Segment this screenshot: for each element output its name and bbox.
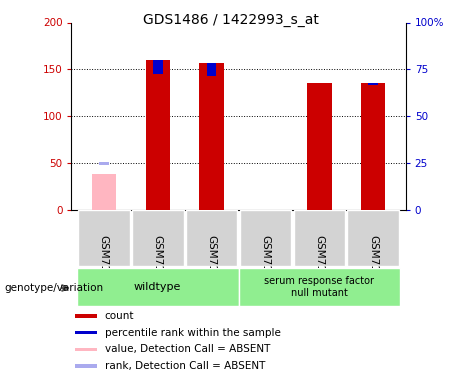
- Bar: [240, 210, 291, 266]
- Bar: [207, 63, 217, 76]
- Text: GSM71610: GSM71610: [260, 236, 271, 292]
- Bar: [75, 348, 97, 351]
- Text: GSM71592: GSM71592: [99, 236, 109, 292]
- Bar: [239, 268, 400, 306]
- Text: GSM71612: GSM71612: [314, 236, 325, 292]
- Text: value, Detection Call = ABSENT: value, Detection Call = ABSENT: [105, 344, 270, 354]
- Text: percentile rank within the sample: percentile rank within the sample: [105, 328, 281, 338]
- Bar: [75, 364, 97, 368]
- Bar: [361, 84, 385, 210]
- Text: count: count: [105, 311, 134, 321]
- Bar: [186, 210, 237, 266]
- Bar: [132, 210, 183, 266]
- Bar: [294, 210, 345, 266]
- Text: wildtype: wildtype: [134, 282, 181, 292]
- Text: GSM71613: GSM71613: [368, 236, 378, 292]
- Text: rank, Detection Call = ABSENT: rank, Detection Call = ABSENT: [105, 361, 265, 371]
- Bar: [368, 84, 378, 86]
- Bar: [92, 174, 116, 210]
- Text: serum response factor
null mutant: serum response factor null mutant: [265, 276, 374, 298]
- Bar: [99, 162, 109, 165]
- Bar: [153, 60, 163, 74]
- Bar: [307, 84, 331, 210]
- Bar: [78, 210, 130, 266]
- Bar: [77, 268, 239, 306]
- Bar: [146, 60, 170, 210]
- Text: genotype/variation: genotype/variation: [5, 283, 104, 293]
- Bar: [348, 210, 399, 266]
- Bar: [75, 331, 97, 334]
- Text: GDS1486 / 1422993_s_at: GDS1486 / 1422993_s_at: [142, 13, 319, 27]
- Bar: [200, 63, 224, 210]
- Text: GSM71608: GSM71608: [207, 236, 217, 292]
- Text: GSM71606: GSM71606: [153, 236, 163, 292]
- Bar: [75, 314, 97, 318]
